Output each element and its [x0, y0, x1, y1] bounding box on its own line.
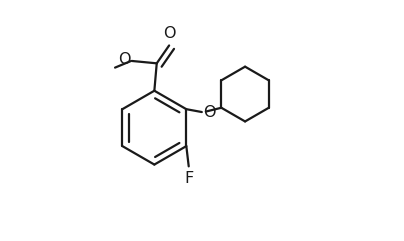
Text: O: O [204, 105, 216, 120]
Text: O: O [163, 26, 176, 41]
Text: O: O [118, 53, 131, 67]
Text: F: F [184, 171, 194, 186]
